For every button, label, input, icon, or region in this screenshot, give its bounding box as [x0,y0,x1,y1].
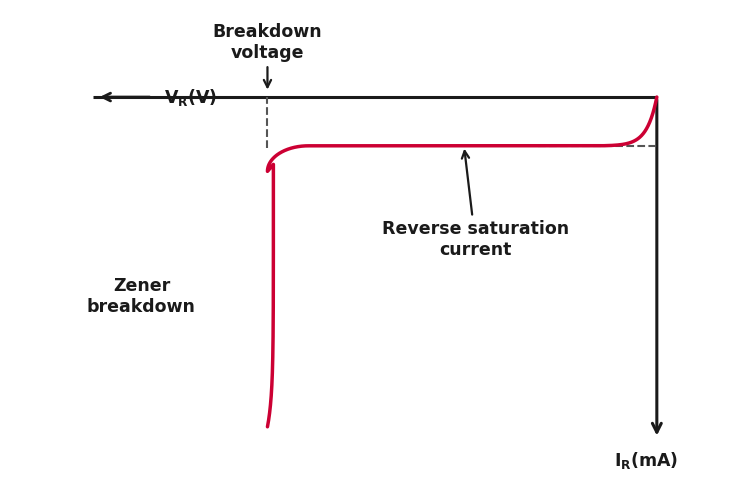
Text: Reverse saturation
current: Reverse saturation current [382,151,568,259]
Text: Zener
breakdown: Zener breakdown [87,277,196,316]
Text: $\mathbf{I_R(mA)}$: $\mathbf{I_R(mA)}$ [614,450,678,471]
Text: $\mathbf{V_R(V)}$: $\mathbf{V_R(V)}$ [164,87,217,108]
Text: Breakdown
voltage: Breakdown voltage [213,23,322,87]
